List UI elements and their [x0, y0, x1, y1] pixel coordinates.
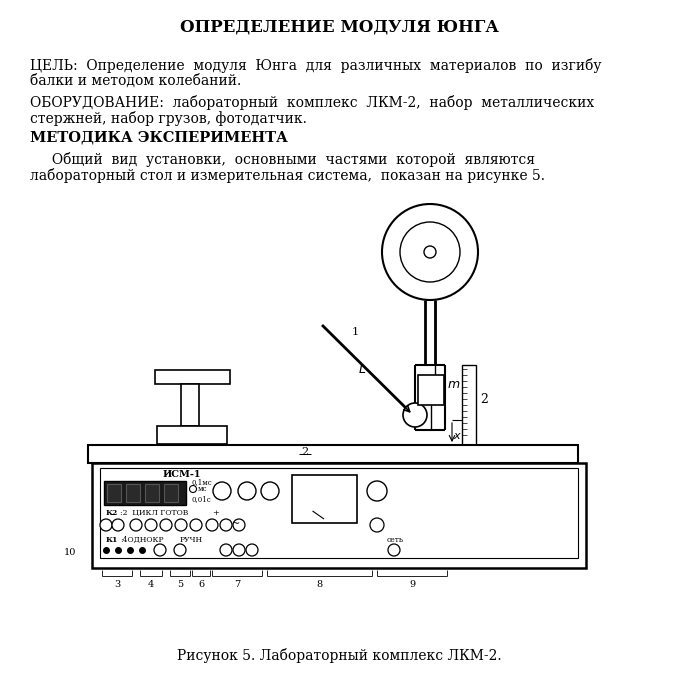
Bar — [292, 475, 357, 523]
Circle shape — [130, 519, 142, 531]
Circle shape — [370, 518, 384, 532]
Text: сеть: сеть — [387, 536, 404, 544]
Text: +: + — [212, 509, 219, 517]
Circle shape — [367, 481, 387, 501]
Bar — [462, 365, 476, 445]
Bar — [155, 370, 230, 384]
Bar — [145, 484, 159, 502]
Circle shape — [233, 544, 245, 556]
Text: 4: 4 — [148, 580, 154, 589]
Circle shape — [160, 519, 172, 531]
Circle shape — [400, 222, 460, 282]
Text: 9: 9 — [409, 580, 415, 589]
Circle shape — [112, 519, 124, 531]
Text: ОПРЕДЕЛЕНИЕ МОДУЛЯ ЮНГА: ОПРЕДЕЛЕНИЕ МОДУЛЯ ЮНГА — [180, 18, 498, 35]
Bar — [126, 484, 140, 502]
Bar — [181, 384, 199, 426]
Text: ИСМ-1: ИСМ-1 — [163, 470, 201, 479]
Circle shape — [100, 519, 112, 531]
Circle shape — [246, 544, 258, 556]
Bar — [88, 445, 578, 463]
Text: 6: 6 — [198, 580, 204, 589]
Text: Общий  вид  установки,  основными  частями  которой  являются: Общий вид установки, основными частями к… — [30, 152, 535, 167]
Circle shape — [190, 519, 202, 531]
Text: РУЧН: РУЧН — [180, 536, 203, 544]
Text: лабораторный стол и измерительная система,  показан на рисунке 5.: лабораторный стол и измерительная систем… — [30, 168, 545, 183]
Text: $m$: $m$ — [447, 378, 460, 391]
Text: 0,1мс: 0,1мс — [191, 478, 212, 486]
Text: МЕТОДИКА ЭКСПЕРИМЕНТА: МЕТОДИКА ЭКСПЕРИМЕНТА — [30, 131, 288, 145]
Bar — [164, 484, 178, 502]
Text: $x$: $x$ — [453, 431, 462, 441]
Text: 2: 2 — [480, 393, 488, 406]
Text: 10: 10 — [64, 548, 76, 557]
Circle shape — [154, 544, 166, 556]
Text: ~: ~ — [232, 519, 240, 528]
Circle shape — [189, 486, 197, 493]
Circle shape — [233, 519, 245, 531]
Bar — [418, 375, 444, 405]
Circle shape — [175, 519, 187, 531]
Circle shape — [403, 403, 427, 427]
Text: Рисунок 5. Лабораторный комплекс ЛКМ-2.: Рисунок 5. Лабораторный комплекс ЛКМ-2. — [177, 648, 501, 663]
Text: мс: мс — [198, 485, 207, 493]
Circle shape — [220, 519, 232, 531]
Circle shape — [145, 519, 157, 531]
Text: 1: 1 — [352, 327, 359, 337]
Bar — [107, 484, 121, 502]
Circle shape — [382, 204, 478, 300]
Bar — [92, 463, 586, 568]
Bar — [157, 426, 227, 444]
Text: $L$: $L$ — [358, 363, 366, 376]
Text: стержней, набор грузов, фотодатчик.: стержней, набор грузов, фотодатчик. — [30, 111, 307, 126]
Text: 7: 7 — [234, 580, 240, 589]
Text: 3: 3 — [114, 580, 120, 589]
Bar — [104, 481, 186, 505]
Text: 8: 8 — [317, 580, 323, 589]
Text: :4ОДНОКР: :4ОДНОКР — [120, 536, 163, 544]
Text: ЦЕЛЬ:  Определение  модуля  Юнга  для  различных  материалов  по  изгибу: ЦЕЛЬ: Определение модуля Юнга для различ… — [30, 58, 601, 73]
Text: К1: К1 — [106, 536, 119, 544]
Text: К2: К2 — [106, 509, 118, 517]
Text: :2  ЦИКЛ ГОТОВ: :2 ЦИКЛ ГОТОВ — [120, 509, 188, 517]
Circle shape — [261, 482, 279, 500]
Circle shape — [388, 544, 400, 556]
Circle shape — [220, 544, 232, 556]
Text: балки и методом колебаний.: балки и методом колебаний. — [30, 74, 241, 88]
Circle shape — [206, 519, 218, 531]
Circle shape — [174, 544, 186, 556]
Circle shape — [238, 482, 256, 500]
Text: 0,01с: 0,01с — [191, 495, 211, 503]
Text: 5: 5 — [177, 580, 183, 589]
Text: ОБОРУДОВАНИЕ:  лабораторный  комплекс  ЛКМ-2,  набор  металлических: ОБОРУДОВАНИЕ: лабораторный комплекс ЛКМ-… — [30, 95, 594, 110]
Text: 2: 2 — [302, 447, 308, 457]
Bar — [100, 468, 578, 558]
Circle shape — [213, 482, 231, 500]
Circle shape — [424, 246, 436, 258]
